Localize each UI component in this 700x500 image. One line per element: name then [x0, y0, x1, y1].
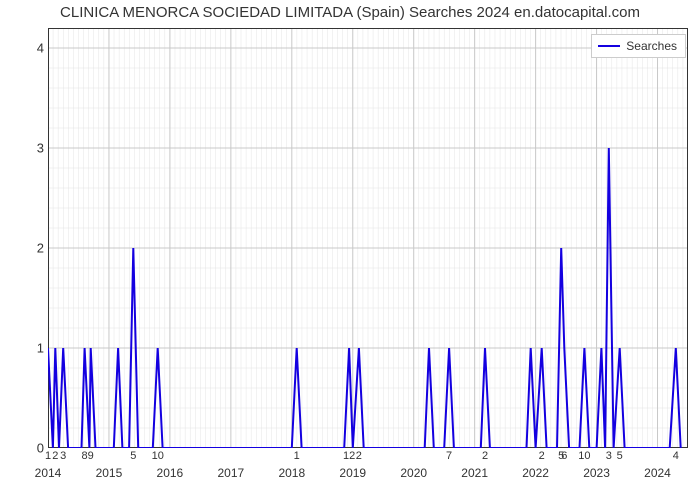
chart-container: CLINICA MENORCA SOCIEDAD LIMITADA (Spain… — [0, 0, 700, 500]
x-major-tick-label: 2017 — [217, 466, 244, 480]
y-tick-label: 4 — [4, 41, 44, 56]
y-tick-label: 0 — [4, 441, 44, 456]
x-major-tick-label: 2023 — [583, 466, 610, 480]
x-minor-tick-label: 4 — [673, 450, 679, 462]
x-minor-tick-label: 5 — [130, 450, 136, 462]
x-major-tick-label: 2019 — [339, 466, 366, 480]
x-minor-tick-label: 2 — [482, 450, 488, 462]
x-minor-tick-label: 2 — [356, 450, 362, 462]
x-minor-tick-label: 2 — [539, 450, 545, 462]
x-major-tick-label: 2020 — [400, 466, 427, 480]
x-major-tick-label: 2015 — [96, 466, 123, 480]
x-major-tick-label: 2018 — [278, 466, 305, 480]
x-minor-tick-label: 10 — [152, 450, 164, 462]
y-tick-label: 2 — [4, 241, 44, 256]
x-major-tick-label: 2014 — [35, 466, 62, 480]
legend: Searches — [591, 34, 686, 58]
chart-title: CLINICA MENORCA SOCIEDAD LIMITADA (Spain… — [0, 4, 700, 21]
plot-area — [48, 28, 688, 448]
legend-swatch — [598, 45, 620, 47]
x-minor-tick-label: 5 — [617, 450, 623, 462]
x-minor-tick-label: 10 — [578, 450, 590, 462]
x-minor-tick-label: 2 — [52, 450, 58, 462]
x-minor-tick-label: 6 — [561, 450, 567, 462]
legend-label: Searches — [626, 39, 677, 53]
x-minor-tick-label: 7 — [446, 450, 452, 462]
y-tick-label: 3 — [4, 141, 44, 156]
x-major-tick-label: 2016 — [157, 466, 184, 480]
x-major-tick-label: 2021 — [461, 466, 488, 480]
x-minor-tick-label: 3 — [60, 450, 66, 462]
x-minor-tick-label: 9 — [88, 450, 94, 462]
x-minor-tick-label: 3 — [606, 450, 612, 462]
x-minor-tick-label: 12 — [343, 450, 355, 462]
x-minor-tick-label: 1 — [294, 450, 300, 462]
plot-svg — [48, 28, 688, 448]
x-minor-tick-label: 1 — [45, 450, 51, 462]
x-major-tick-label: 2024 — [644, 466, 671, 480]
x-major-tick-label: 2022 — [522, 466, 549, 480]
y-tick-label: 1 — [4, 341, 44, 356]
